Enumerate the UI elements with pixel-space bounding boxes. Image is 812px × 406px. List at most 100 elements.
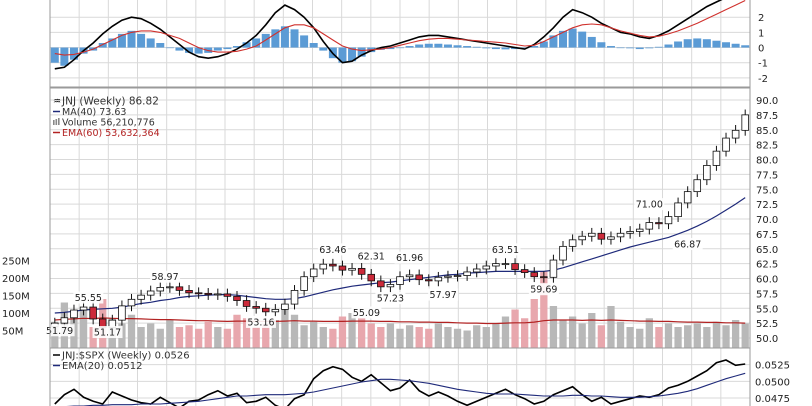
volume-bar xyxy=(290,314,299,348)
candle-body xyxy=(89,306,97,320)
volume-bar xyxy=(405,325,414,348)
macd-histogram-bar xyxy=(194,47,203,54)
volume-bar xyxy=(252,327,260,348)
macd-tick-label: -1 xyxy=(758,59,768,70)
ratio-tick-label: 0.0475 xyxy=(755,394,790,405)
candle-body xyxy=(261,307,270,313)
volume-bar xyxy=(348,313,356,348)
volume-bar xyxy=(741,323,749,348)
candle-body xyxy=(377,280,385,288)
candle-body xyxy=(290,289,299,305)
candle-body xyxy=(223,293,232,297)
legend-volume-marker xyxy=(55,119,58,125)
volume-bar xyxy=(444,327,452,348)
candle-body xyxy=(214,293,222,296)
candlesticks xyxy=(51,109,749,333)
volume-bar xyxy=(194,328,203,348)
volume-bar xyxy=(358,318,366,348)
candle-body xyxy=(127,298,136,307)
volume-bar xyxy=(540,271,548,348)
candle-body xyxy=(588,232,596,237)
macd-histogram-bar xyxy=(664,44,673,48)
candle-body xyxy=(98,318,107,328)
candle-body xyxy=(425,279,433,282)
legend-entry: MA(40) 73.63 xyxy=(62,107,126,118)
price-tick-label: 50.0 xyxy=(756,334,778,345)
candle-body xyxy=(674,202,682,218)
macd-frame xyxy=(49,0,751,88)
candle-body xyxy=(252,306,260,309)
candle-body xyxy=(396,276,404,285)
price-annotation-bg xyxy=(150,270,181,283)
volume-bar xyxy=(147,323,155,348)
volume-ema-line xyxy=(54,317,746,325)
volume-bar xyxy=(664,323,673,348)
volume-bar xyxy=(549,306,558,348)
price-tick-label: 52.5 xyxy=(756,319,778,330)
macd-histogram-bar xyxy=(472,46,481,48)
volume-tick-label: 150M xyxy=(2,292,30,303)
macd-tick-label: 1 xyxy=(758,28,764,39)
macd-histogram-bar xyxy=(156,43,165,48)
volume-bar xyxy=(156,328,164,348)
volume-bar xyxy=(473,325,481,348)
candle-body xyxy=(472,268,481,273)
ratio-grid xyxy=(50,348,750,406)
macd-histogram-bar xyxy=(232,46,241,48)
macd-histogram-bar xyxy=(175,47,184,51)
price-annotation-bg xyxy=(394,251,425,264)
volume-bar xyxy=(175,327,184,348)
price-annotation-bg xyxy=(351,306,382,319)
volume-bar xyxy=(185,325,193,348)
price-annotation-label: 63.46 xyxy=(319,245,346,256)
volume-bar xyxy=(281,309,289,348)
volume-bar xyxy=(367,323,375,348)
candle-body xyxy=(233,295,241,301)
macd-histogram-bar xyxy=(223,47,232,50)
volume-bar xyxy=(214,327,222,348)
volume-bar xyxy=(377,327,385,348)
candle-body xyxy=(683,191,692,204)
macd-histogram-bar xyxy=(271,29,280,48)
price-tick-label: 72.5 xyxy=(756,200,778,211)
macd-histogram-bar xyxy=(559,30,568,48)
macd-histogram-bar xyxy=(741,45,750,48)
macd-histogram-bar xyxy=(616,47,625,49)
volume-bar xyxy=(434,323,442,348)
macd-histogram-bar xyxy=(683,39,692,48)
price-tick-label: 57.5 xyxy=(756,289,778,300)
macd-signal-line xyxy=(54,0,746,56)
price-tick-label: 90.0 xyxy=(756,96,778,107)
price-panel: 51.79 51.1755.5558.9753.1663.4662.3155.09… xyxy=(2,87,778,349)
candle-body xyxy=(549,259,558,278)
price-annotation-bg xyxy=(490,243,521,256)
macd-histogram-bar xyxy=(702,39,711,48)
volume-bar xyxy=(329,328,337,348)
macd-histogram-bar xyxy=(98,43,107,48)
macd-histogram-bar xyxy=(693,38,702,48)
volume-bar xyxy=(588,313,596,348)
price-tick-label: 67.5 xyxy=(756,230,778,241)
volume-bar xyxy=(501,316,510,348)
macd-histogram-bar xyxy=(674,41,683,48)
macd-histogram-bar xyxy=(69,47,78,60)
candle-body xyxy=(664,216,673,225)
volume-bar xyxy=(655,327,663,348)
price-annotation-label: 57.97 xyxy=(430,290,457,301)
macd-histogram-bar xyxy=(252,38,261,48)
price-annotation-bg xyxy=(356,249,387,262)
price-y-axis: 90.0 87.5 85.0 82.5 80.0 77.5 75.0 72.5 70.0 67.5… xyxy=(756,96,778,345)
price-annotation-label: 55.09 xyxy=(353,308,380,319)
price-tick-label: 77.5 xyxy=(756,170,778,181)
candle-body xyxy=(712,150,721,166)
price-tick-label: 82.5 xyxy=(756,141,778,152)
price-tick-label: 85.0 xyxy=(756,126,778,137)
candle-body xyxy=(329,263,337,267)
volume-bar xyxy=(636,328,644,348)
macd-tick-label: 0 xyxy=(758,44,764,55)
volume-bar xyxy=(482,327,490,348)
candle-body xyxy=(693,179,702,193)
candle-body xyxy=(453,275,462,277)
